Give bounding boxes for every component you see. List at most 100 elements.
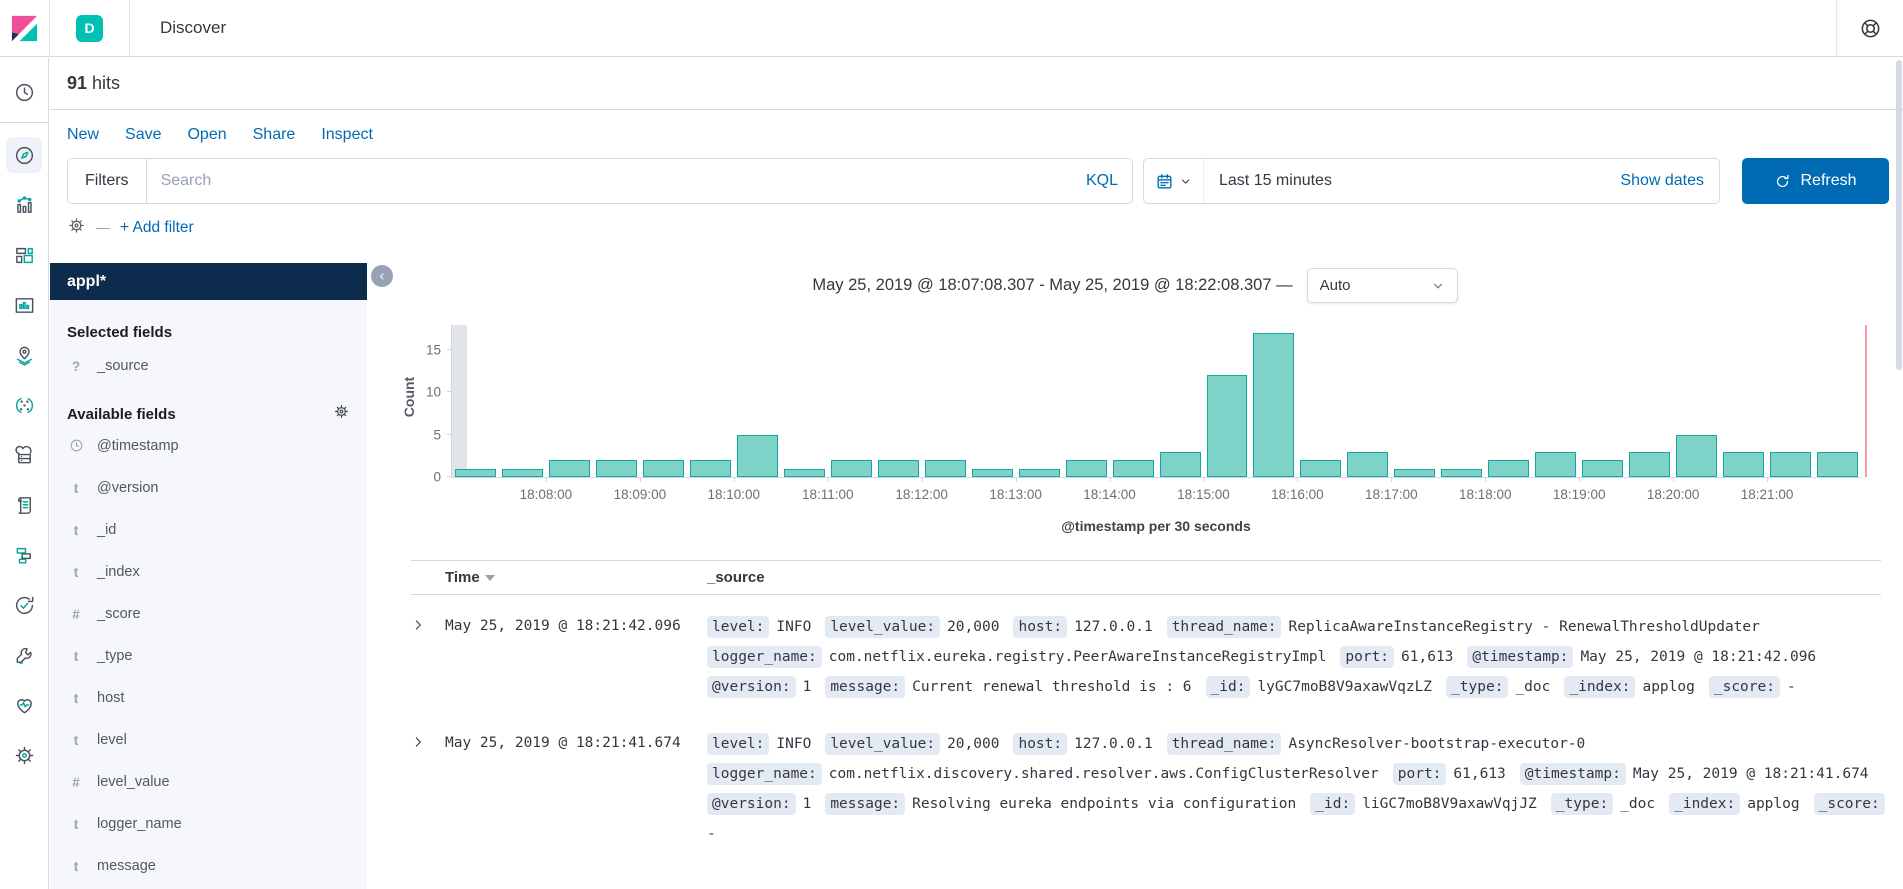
- field-item-_score[interactable]: # _score: [67, 593, 350, 635]
- histogram-bar[interactable]: [1535, 451, 1577, 477]
- histogram-bar[interactable]: [689, 460, 731, 477]
- histogram-bar[interactable]: [501, 468, 543, 477]
- time-column-header[interactable]: Time: [445, 569, 707, 586]
- row-timestamp: May 25, 2019 @ 18:21:42.096: [445, 618, 681, 634]
- field-item-_type[interactable]: t _type: [67, 635, 350, 677]
- rail-item-visualize[interactable]: [6, 187, 42, 223]
- field-item-@timestamp[interactable]: @timestamp: [67, 425, 350, 467]
- histogram-slot: [1157, 325, 1204, 477]
- histogram-bar[interactable]: [1488, 460, 1530, 477]
- field-item-logger_name[interactable]: t logger_name: [67, 803, 350, 845]
- histogram-bar[interactable]: [1065, 460, 1107, 477]
- histogram-plot[interactable]: 0 5 10 15 18:08:00 18:09:00 18:10:00 18:11:00 18…: [426, 325, 1867, 502]
- refresh-button[interactable]: Refresh: [1742, 158, 1889, 204]
- filter-options-button[interactable]: [67, 216, 86, 240]
- rail-item-apm[interactable]: [6, 537, 42, 573]
- histogram-bar[interactable]: [1676, 434, 1718, 477]
- help-button[interactable]: [1837, 17, 1903, 40]
- rail-item-dev-tools[interactable]: [6, 637, 42, 673]
- field-key-pill: level_value:: [825, 733, 941, 755]
- space-badge[interactable]: D: [76, 14, 103, 42]
- histogram-bar[interactable]: [971, 468, 1013, 477]
- x-tick-label: 18:18:00: [1458, 487, 1512, 502]
- histogram-bar[interactable]: [642, 460, 684, 477]
- index-pattern-selector[interactable]: appl*: [50, 263, 367, 300]
- rail-item-stack-monitoring[interactable]: [6, 687, 42, 723]
- toolbar-link-save[interactable]: Save: [125, 126, 162, 143]
- field-settings-button[interactable]: [333, 403, 350, 425]
- page-scrollbar[interactable]: [1896, 60, 1902, 370]
- histogram-slot: [1110, 325, 1157, 477]
- field-value: May 25, 2019 @ 18:21:42.096: [1580, 649, 1817, 665]
- collapse-sidebar-button[interactable]: [371, 265, 393, 287]
- field-item-level_value[interactable]: # level_value: [67, 761, 350, 803]
- toolbar-link-new[interactable]: New: [67, 126, 100, 143]
- field-name: _id: [97, 522, 117, 538]
- expand-row-button[interactable]: [411, 612, 445, 637]
- breadcrumb-discover[interactable]: Discover: [160, 18, 227, 37]
- rail-item-maps[interactable]: [6, 337, 42, 373]
- rail-item-machine-learning[interactable]: [6, 387, 42, 423]
- rail-item-logs[interactable]: [6, 487, 42, 523]
- number-field-icon: #: [72, 774, 80, 790]
- add-filter-button[interactable]: + Add filter: [120, 219, 194, 236]
- histogram-bar[interactable]: [1629, 451, 1671, 477]
- histogram-bar[interactable]: [1159, 451, 1201, 477]
- rail-item-canvas[interactable]: [6, 287, 42, 323]
- histogram-slot: [1767, 325, 1814, 477]
- field-item-@version[interactable]: t @version: [67, 467, 350, 509]
- rail-item-recently-viewed[interactable]: [6, 74, 42, 110]
- histogram-bar[interactable]: [877, 460, 919, 477]
- field-value: 127.0.0.1: [1074, 619, 1153, 635]
- histogram-bar[interactable]: [783, 468, 825, 477]
- histogram-bar[interactable]: [1347, 451, 1389, 477]
- toolbar-link-share[interactable]: Share: [252, 126, 296, 143]
- field-item-_index[interactable]: t _index: [67, 551, 350, 593]
- kibana-logo[interactable]: [0, 14, 49, 43]
- show-dates-button[interactable]: Show dates: [1620, 172, 1704, 189]
- histogram-bar[interactable]: [736, 434, 778, 477]
- histogram-bar[interactable]: [924, 460, 966, 477]
- histogram-bar[interactable]: [1253, 332, 1295, 477]
- histogram-bar[interactable]: [1018, 468, 1060, 477]
- toolbar-link-open[interactable]: Open: [187, 126, 227, 143]
- time-range-value[interactable]: Last 15 minutes: [1219, 172, 1332, 189]
- histogram-bar[interactable]: [830, 460, 872, 477]
- document-table-header: Time _source: [411, 560, 1881, 595]
- histogram-bar[interactable]: [1394, 468, 1436, 477]
- string-field-icon: t: [73, 480, 79, 496]
- histogram-bar[interactable]: [1441, 468, 1483, 477]
- histogram-bar[interactable]: [548, 460, 590, 477]
- histogram-bar[interactable]: [1582, 460, 1624, 477]
- field-item-message[interactable]: t message: [67, 845, 350, 887]
- available-fields-list: @timestamp t @version t _id t _index # _score t _t…: [67, 425, 350, 887]
- histogram-bar[interactable]: [1112, 460, 1154, 477]
- field-item-_source[interactable]: ? _source: [67, 345, 350, 387]
- field-value: 61,613: [1453, 766, 1506, 782]
- histogram-bar[interactable]: [1770, 451, 1812, 477]
- search-input[interactable]: [146, 172, 1072, 190]
- field-item-host[interactable]: t host: [67, 677, 350, 719]
- histogram-slot: [1579, 325, 1626, 477]
- histogram-bar[interactable]: [1206, 375, 1248, 477]
- interval-select[interactable]: Auto: [1306, 268, 1458, 303]
- rail-item-discover[interactable]: [6, 137, 42, 173]
- field-name: _type: [97, 648, 133, 664]
- rail-item-management[interactable]: [6, 737, 42, 773]
- field-item-_id[interactable]: t _id: [67, 509, 350, 551]
- histogram-bar[interactable]: [1723, 451, 1765, 477]
- query-language-button[interactable]: KQL: [1085, 172, 1118, 189]
- rail-item-infrastructure[interactable]: [6, 437, 42, 473]
- expand-row-button[interactable]: [411, 729, 445, 754]
- toolbar-link-inspect[interactable]: Inspect: [321, 126, 373, 143]
- date-quick-select-button[interactable]: [1144, 159, 1204, 203]
- rail-item-dashboard[interactable]: [6, 237, 42, 273]
- field-item-level[interactable]: t level: [67, 719, 350, 761]
- histogram-bar[interactable]: [1817, 451, 1859, 477]
- y-tick-label: 15: [425, 342, 441, 357]
- histogram-bar[interactable]: [455, 468, 496, 477]
- histogram-bar[interactable]: [1300, 460, 1342, 477]
- rail-item-uptime[interactable]: [6, 587, 42, 623]
- filters-button[interactable]: Filters: [68, 159, 147, 203]
- histogram-bar[interactable]: [595, 460, 637, 477]
